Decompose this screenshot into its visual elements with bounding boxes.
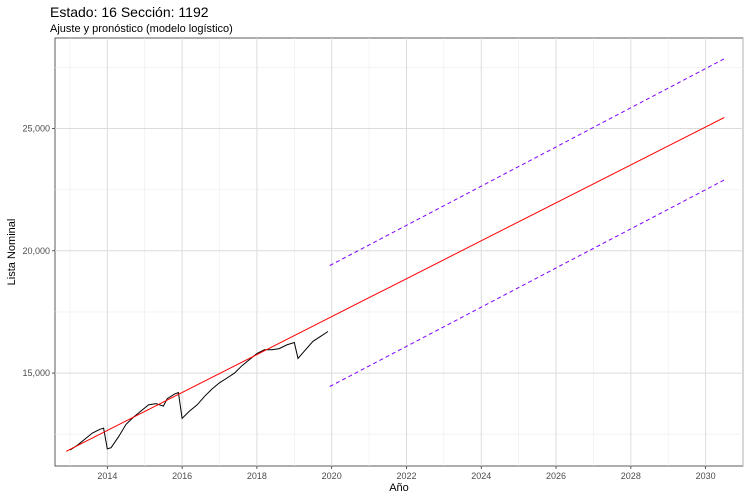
x-axis-label: Año [389, 482, 409, 494]
x-tick-label: 2024 [471, 471, 491, 481]
x-tick-label: 2016 [172, 471, 192, 481]
x-tick-label: 2022 [396, 471, 416, 481]
y-tick-label: 20,000 [22, 246, 50, 256]
x-tick-label: 2028 [621, 471, 641, 481]
y-tick-label: 15,000 [22, 368, 50, 378]
plot-panel [54, 37, 744, 467]
x-tick-label: 2026 [546, 471, 566, 481]
y-tick-label: 25,000 [22, 123, 50, 133]
x-tick-label: 2018 [247, 471, 267, 481]
chart-subtitle: Ajuste y pronóstico (modelo logístico) [50, 23, 233, 35]
x-tick-label: 2014 [97, 471, 117, 481]
x-tick-label: 2020 [322, 471, 342, 481]
series-line-lower [329, 179, 725, 387]
chart-title: Estado: 16 Sección: 1192 [50, 4, 209, 20]
y-axis-label: Lista Nominal [6, 218, 18, 286]
series-line-upper [329, 58, 725, 266]
x-tick-label: 2030 [696, 471, 716, 481]
series-line-observed [69, 331, 329, 451]
series-line-fit [65, 117, 725, 452]
